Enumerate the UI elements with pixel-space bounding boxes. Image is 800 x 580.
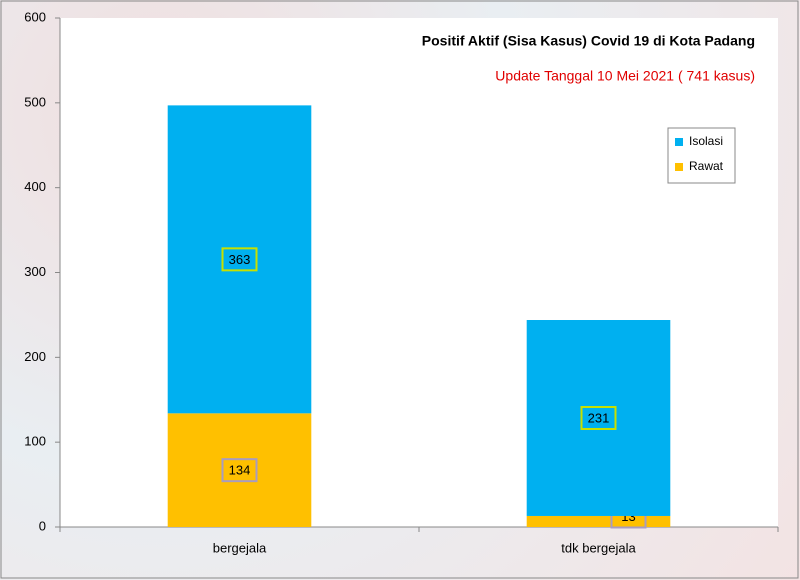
x-tick-label: bergejala	[213, 540, 267, 555]
data-label: 231	[588, 410, 610, 425]
y-tick-label: 0	[39, 518, 46, 533]
legend-label: Isolasi	[689, 134, 723, 148]
bar-segment	[167, 105, 312, 414]
chart-title: Positif Aktif (Sisa Kasus) Covid 19 di K…	[422, 33, 755, 49]
chart-subtitle: Update Tanggal 10 Mei 2021 ( 741 kasus)	[495, 68, 755, 84]
y-tick-label: 500	[24, 94, 46, 109]
y-tick-label: 400	[24, 179, 46, 194]
legend-swatch	[675, 138, 683, 146]
legend-label: Rawat	[689, 159, 724, 173]
y-tick-label: 200	[24, 349, 46, 364]
bar-segment	[526, 320, 671, 516]
bar-segment	[167, 413, 312, 527]
data-label-box	[221, 247, 258, 272]
x-tick-label: tdk bergejala	[561, 540, 636, 555]
y-tick-label: 600	[24, 9, 46, 24]
y-tick-label: 300	[24, 264, 46, 279]
bar-segment	[526, 515, 671, 527]
data-label-box	[580, 405, 617, 430]
legend-swatch	[675, 163, 683, 171]
data-label: 363	[229, 252, 251, 267]
legend-box	[667, 127, 736, 184]
y-tick-label: 100	[24, 434, 46, 449]
data-label: 134	[229, 463, 251, 478]
data-label-box	[221, 458, 258, 483]
